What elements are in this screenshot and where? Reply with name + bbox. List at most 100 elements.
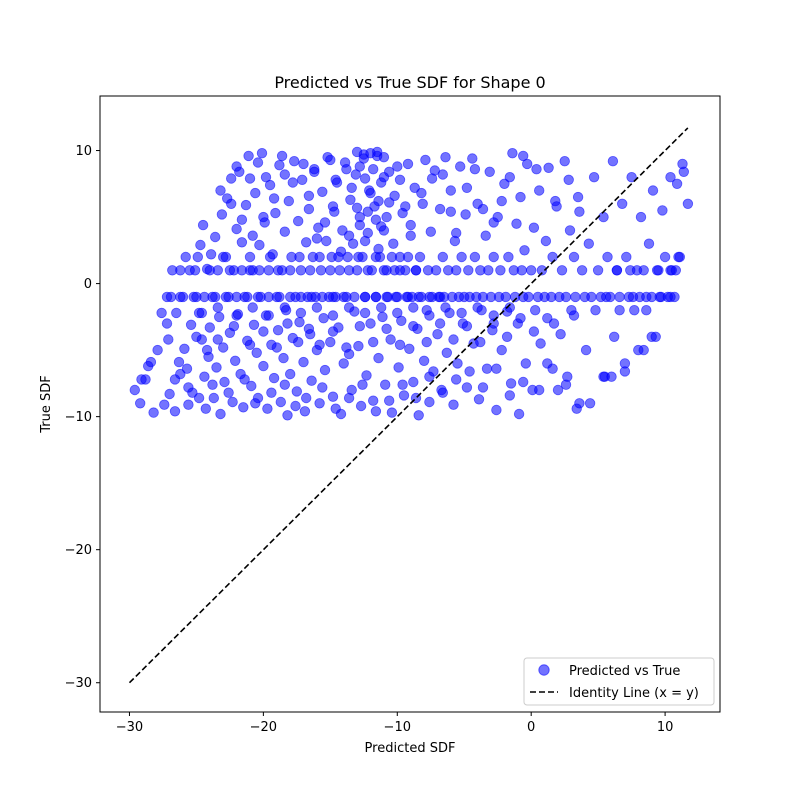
scatter-point	[289, 155, 300, 167]
scatter-point	[555, 329, 566, 340]
scatter-point	[542, 313, 553, 324]
scatter-point	[504, 302, 516, 313]
y-tick-label: 0	[84, 277, 92, 292]
legend-marker-scatter	[538, 664, 550, 676]
scatter-point	[297, 174, 308, 186]
scatter-point	[244, 339, 256, 351]
scatter-point	[402, 251, 414, 263]
scatter-point	[283, 195, 295, 207]
y-tick-label: 10	[75, 144, 92, 159]
scatter-point	[231, 161, 242, 172]
scatter-point	[451, 374, 462, 385]
scatter-point	[217, 342, 229, 353]
scatter-point	[651, 265, 663, 276]
scatter-point	[338, 291, 349, 303]
scatter-point	[177, 291, 189, 303]
scatter-point	[365, 187, 376, 199]
scatter-point	[520, 358, 532, 369]
scatter-point	[279, 379, 291, 390]
scatter-point	[405, 219, 416, 231]
scatter-point	[455, 161, 466, 172]
x-tick-label: −30	[116, 720, 143, 735]
scatter-point	[357, 379, 368, 390]
scatter-point	[519, 245, 530, 256]
scatter-point	[169, 406, 181, 417]
scatter-point	[432, 329, 443, 340]
scatter-point	[386, 407, 398, 418]
scatter-point	[626, 171, 637, 183]
scatter-point	[659, 251, 671, 263]
scatter-point	[343, 302, 355, 313]
scatter-point	[602, 251, 613, 263]
scatter-point	[311, 302, 323, 313]
scatter-point	[437, 169, 449, 180]
scatter-point	[362, 265, 374, 276]
scatter-point	[359, 235, 371, 247]
scatter-point	[528, 222, 540, 233]
scatter-point	[291, 386, 303, 397]
scatter-point	[263, 291, 274, 303]
scatter-point	[207, 379, 218, 390]
scatter-point	[665, 291, 676, 303]
scatter-point	[134, 398, 146, 409]
scatter-point	[212, 302, 224, 313]
scatter-point	[287, 177, 299, 188]
y-tick-label: −10	[65, 410, 92, 425]
scatter-point	[484, 166, 495, 178]
legend: Predicted vs True Identity Line (x = y)	[523, 657, 715, 706]
scatter-point	[413, 410, 424, 421]
scatter-point	[216, 209, 228, 220]
scatter-point	[646, 331, 657, 343]
scatter-point	[416, 187, 427, 199]
scatter-point	[397, 379, 408, 390]
scatter-point	[469, 163, 481, 175]
scatter-point	[625, 265, 636, 276]
scatter-point	[354, 321, 366, 332]
scatter-point	[515, 313, 526, 324]
scatter-point	[220, 291, 232, 303]
scatter-point	[152, 344, 163, 356]
scatter-point	[410, 265, 422, 276]
scatter-point	[183, 399, 194, 410]
scatter-point	[238, 402, 249, 413]
scatter-point	[445, 185, 457, 196]
scatter-point	[148, 407, 159, 418]
scatter-point	[563, 174, 574, 186]
scatter-point	[580, 344, 592, 356]
scatter-point	[272, 265, 284, 276]
scatter-point	[641, 305, 652, 316]
scatter-point	[614, 305, 625, 316]
scatter-point	[145, 356, 157, 368]
x-tick-label: 0	[527, 720, 535, 735]
scatter-point	[437, 387, 449, 398]
scatter-point	[488, 217, 499, 228]
scatter-point	[285, 368, 296, 380]
scatter-point	[572, 191, 584, 203]
scatter-point	[309, 166, 320, 178]
scatter-point	[377, 311, 388, 323]
scatter-point	[330, 403, 341, 414]
scatter-point	[647, 185, 659, 196]
scatter-point	[491, 363, 502, 374]
scatter-point	[321, 235, 332, 247]
scatter-point	[314, 251, 325, 263]
scatter-point	[294, 251, 305, 263]
scatter-point	[393, 362, 404, 373]
scatter-point	[516, 265, 528, 276]
scatter-point	[227, 396, 238, 408]
scatter-point	[547, 251, 558, 263]
scatter-point	[483, 265, 494, 276]
scatter-point	[195, 239, 206, 251]
scatter-point	[180, 251, 191, 263]
scatter-point	[268, 193, 280, 204]
scatter-point	[518, 376, 529, 388]
scatter-point	[262, 403, 273, 414]
scatter-point	[250, 398, 261, 409]
scatter-point	[424, 310, 435, 321]
scatter-point	[295, 307, 307, 319]
scatter-point	[341, 163, 352, 175]
scatter-point	[576, 265, 588, 276]
x-tick-label: −20	[250, 720, 277, 735]
scatter-point	[164, 388, 175, 400]
scatter-point	[373, 352, 384, 364]
